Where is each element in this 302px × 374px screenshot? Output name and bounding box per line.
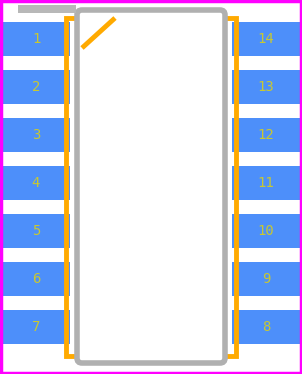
FancyBboxPatch shape	[77, 10, 225, 363]
Text: 14: 14	[258, 32, 275, 46]
Text: 8: 8	[262, 320, 270, 334]
Text: 4: 4	[32, 176, 40, 190]
Text: 13: 13	[258, 80, 275, 94]
Bar	[232, 166, 300, 200]
Bar	[232, 214, 300, 248]
Bar	[18, 5, 76, 13]
Bar	[2, 262, 70, 296]
Bar	[66, 18, 236, 356]
Bar	[232, 70, 300, 104]
Bar	[2, 118, 70, 152]
Bar	[232, 262, 300, 296]
Text: 1: 1	[32, 32, 40, 46]
Text: 9: 9	[262, 272, 270, 286]
Text: 12: 12	[258, 128, 275, 142]
Text: 3: 3	[32, 128, 40, 142]
Bar	[2, 70, 70, 104]
Text: 6: 6	[32, 272, 40, 286]
Text: 7: 7	[32, 320, 40, 334]
Bar	[232, 310, 300, 344]
Text: 2: 2	[32, 80, 40, 94]
Text: 11: 11	[258, 176, 275, 190]
Bar	[2, 214, 70, 248]
Text: 5: 5	[32, 224, 40, 238]
Bar	[232, 22, 300, 56]
Text: 10: 10	[258, 224, 275, 238]
Bar	[2, 22, 70, 56]
Bar	[2, 166, 70, 200]
Bar	[2, 310, 70, 344]
Bar	[232, 118, 300, 152]
